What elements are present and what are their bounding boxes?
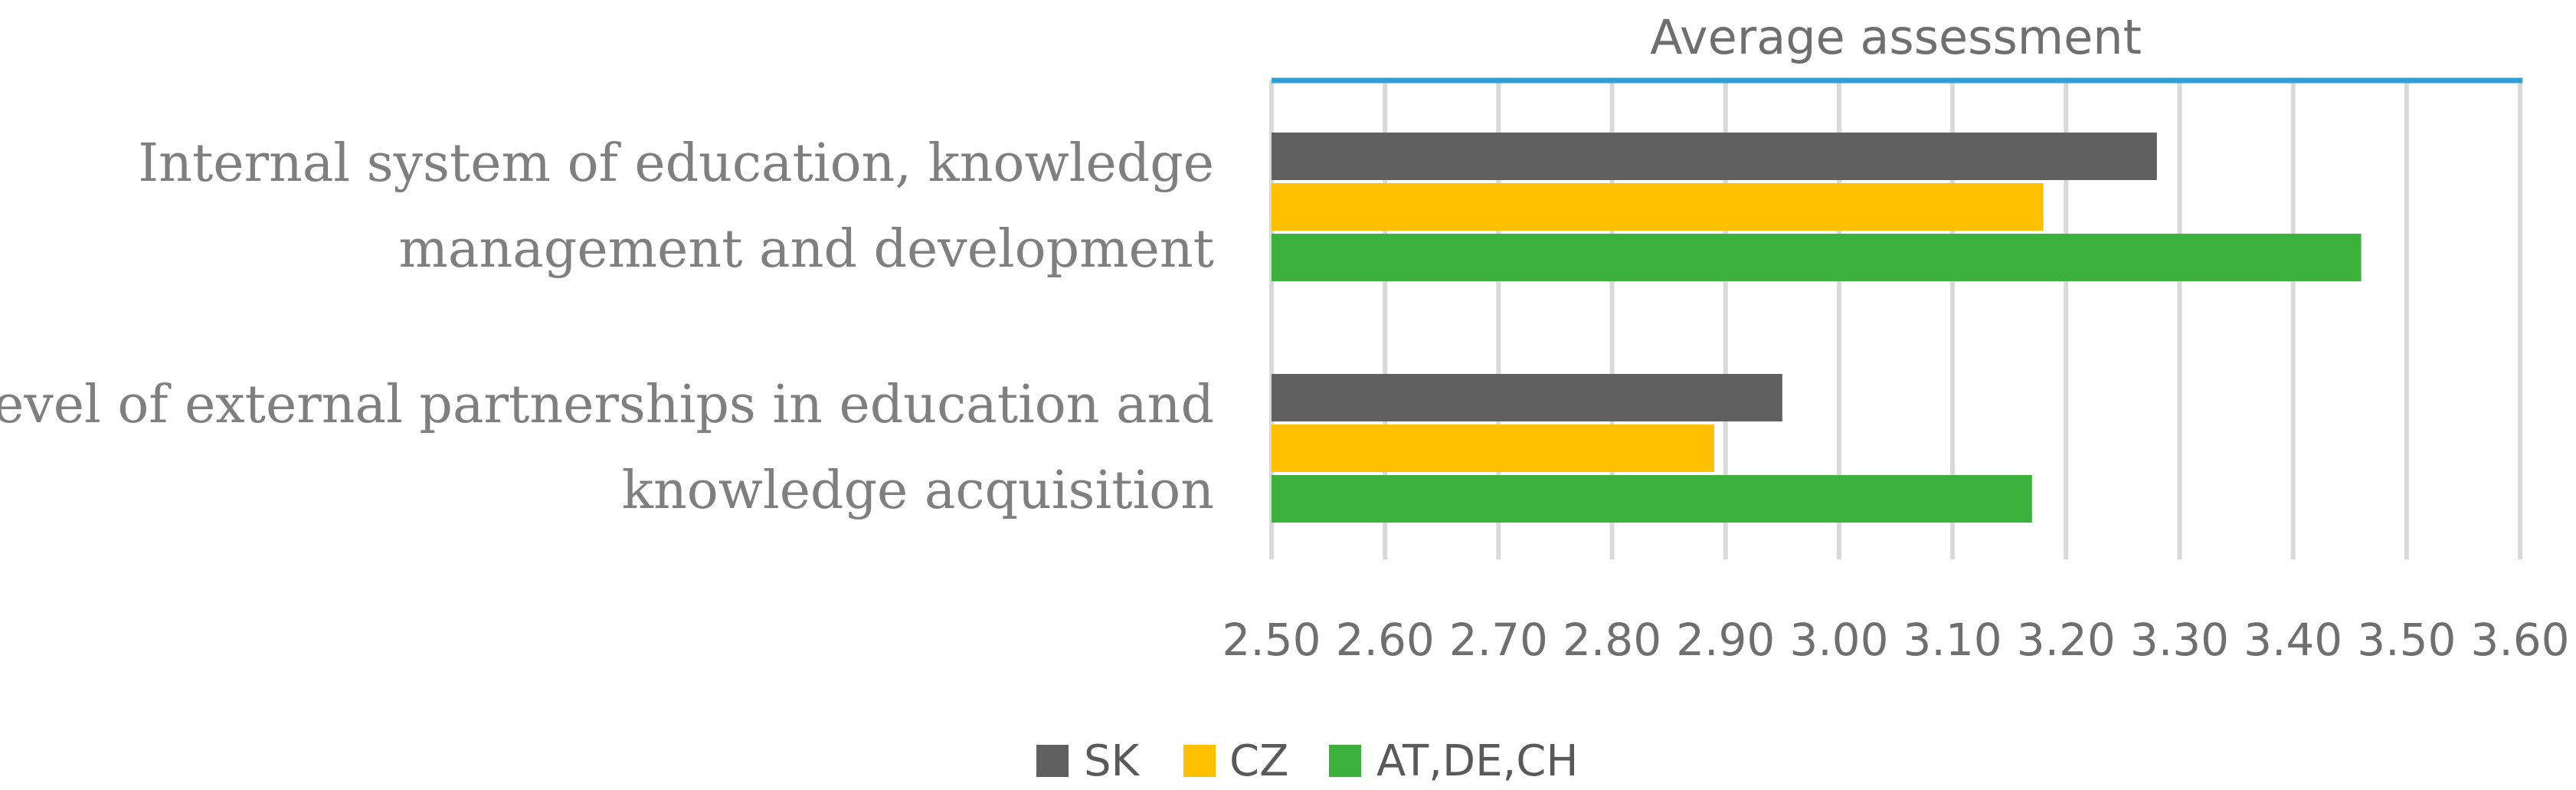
legend-label: CZ (1229, 736, 1288, 786)
bar-cz-1 (1272, 183, 2044, 231)
legend: SK CZ AT,DE,CH (1036, 736, 1578, 786)
legend-label: SK (1084, 736, 1141, 786)
bar-at-de-ch-1 (1272, 234, 2362, 281)
tick-labels: 2.50 2.60 2.70 2.80 2.90 3.00 3.10 3.20 3.30 3.40… (1222, 614, 2569, 666)
bar-at-de-ch-2 (1272, 475, 2032, 523)
tick-label: 3.10 (1903, 614, 2002, 666)
category-labels: Internal system of education, knowledge m… (0, 133, 1214, 521)
category-label: management and development (398, 219, 1214, 280)
bar-sk-1 (1272, 133, 2157, 180)
tick-label: 3.60 (2470, 614, 2569, 666)
bar-cz-2 (1272, 425, 1714, 472)
x-axis: Average assessment (1272, 9, 2522, 84)
legend-label: AT,DE,CH (1376, 736, 1578, 786)
tick-label: 2.80 (1563, 614, 1661, 666)
tick-label: 2.50 (1222, 614, 1321, 666)
tick-label: 3.00 (1789, 614, 1888, 666)
legend-swatch-sk (1036, 745, 1069, 777)
axis-title: Average assessment (1650, 9, 2142, 65)
bars (1272, 133, 2362, 523)
category-label: Internal system of education, knowledge (138, 133, 1214, 194)
category-label: Level of external partnerships in educat… (0, 375, 1214, 435)
tick-label: 3.40 (2244, 614, 2342, 666)
tick-label: 3.30 (2130, 614, 2229, 666)
legend-swatch-cz (1183, 745, 1216, 777)
category-label: knowledge acquisition (622, 461, 1214, 521)
tick-label: 2.60 (1336, 614, 1435, 666)
tick-label: 3.20 (2017, 614, 2116, 666)
tick-label: 2.70 (1449, 614, 1548, 666)
tick-label: 2.90 (1676, 614, 1775, 666)
tick-label: 3.50 (2357, 614, 2456, 666)
bar-sk-2 (1272, 374, 1782, 421)
legend-swatch-at-de-ch (1329, 745, 1361, 777)
